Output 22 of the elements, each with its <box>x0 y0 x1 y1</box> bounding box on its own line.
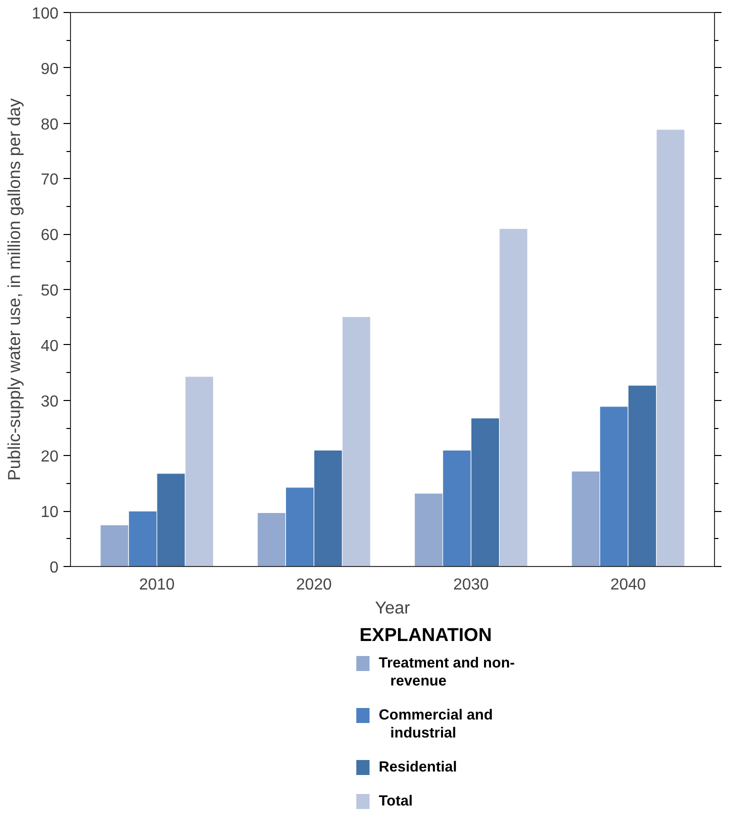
y-tick-label: 70 <box>40 172 59 189</box>
x-tick-label: 2010 <box>139 576 175 594</box>
x-axis-title: Year <box>374 598 410 618</box>
y-tick-label: 40 <box>40 338 59 355</box>
x-tick-label: 2040 <box>610 576 646 594</box>
y-tick-label: 100 <box>32 6 59 22</box>
x-tick-label: 2020 <box>296 576 332 594</box>
y-axis-title: Public-supply water use, in million gallons per day <box>4 98 24 481</box>
y-tick-label: 60 <box>40 227 59 244</box>
y-tick-label: 80 <box>40 116 59 134</box>
legend-label: Residential <box>378 760 458 776</box>
y-tick-label: 30 <box>40 393 59 410</box>
legend-title: EXPLANATION <box>359 624 492 645</box>
legend-label: Commercial and industrial <box>378 708 493 742</box>
y-tick-label: 20 <box>40 448 59 466</box>
legend-label: Total <box>378 794 413 810</box>
y-tick-label: 0 <box>50 560 59 576</box>
legend-label: Treatment and non-revenue <box>378 656 515 690</box>
y-tick-label: 10 <box>40 504 59 522</box>
y-tick-label: 90 <box>40 60 59 78</box>
x-tick-label: 2030 <box>453 576 489 594</box>
y-tick-label: 50 <box>40 282 59 300</box>
